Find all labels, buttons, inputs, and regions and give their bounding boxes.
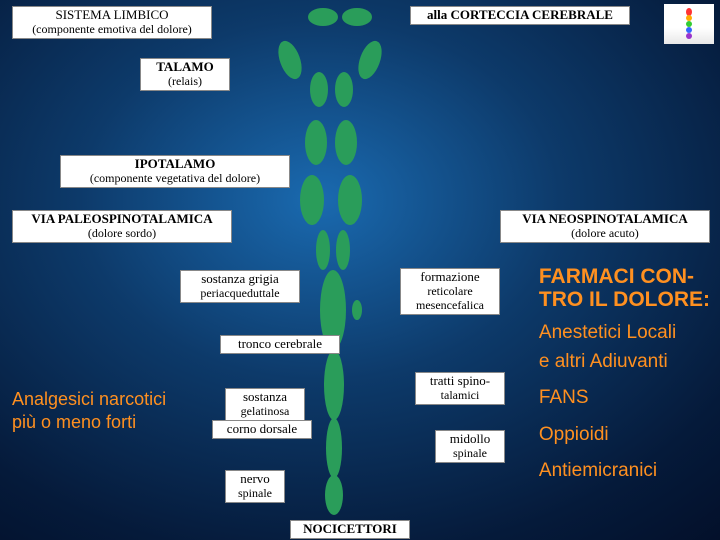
label-ipotalamo-sub: (componente vegetativa del dolore) [67, 172, 283, 186]
brain-shape-6 [305, 120, 327, 165]
analgesic-line1: Analgesici narcotici [12, 388, 166, 411]
brain-shape-15 [326, 418, 342, 478]
label-limbico: SISTEMA LIMBICO(componente emotiva del d… [12, 6, 212, 39]
drug-title: FARMACI CON- TRO IL DOLORE: [539, 265, 710, 311]
label-limbico-sub: (componente emotiva del dolore) [19, 23, 205, 37]
label-talamo-title: TALAMO [147, 60, 223, 75]
label-tronco: tronco cerebrale [220, 335, 340, 354]
brain-shape-3 [354, 38, 386, 82]
label-corteccia-title: alla CORTECCIA CEREBRALE [417, 8, 623, 23]
brain-shape-2 [274, 38, 306, 82]
brain-shape-8 [300, 175, 324, 225]
brain-shape-5 [335, 72, 353, 107]
label-tratti: tratti spino-talamici [415, 372, 505, 405]
brain-shape-11 [336, 230, 350, 270]
label-nervo-sub: spinale [232, 487, 278, 501]
label-limbico-title: SISTEMA LIMBICO [19, 8, 205, 23]
label-corteccia: alla CORTECCIA CEREBRALE [410, 6, 630, 25]
drug-item-4: Antiemicranici [539, 457, 710, 486]
label-talamo-sub: (relais) [147, 75, 223, 89]
label-grigia-title: sostanza grigia [187, 272, 293, 287]
brain-shape-10 [316, 230, 330, 270]
brain-shape-14 [324, 350, 344, 420]
label-reticolare-sub: reticolare [407, 285, 493, 299]
label-midollo-title: midollo [442, 432, 498, 447]
label-reticolare: formazionereticolaremesencefalica [400, 268, 500, 315]
label-reticolare-title: formazione [407, 270, 493, 285]
drug-item-1: e altri Adiuvanti [539, 348, 710, 377]
label-ipotalamo-title: IPOTALAMO [67, 157, 283, 172]
label-noci-title: NOCICETTORI [297, 522, 403, 537]
drug-item-2: FANS [539, 384, 710, 413]
label-neo-title: VIA NEOSPINOTALAMICA [507, 212, 703, 227]
label-corno-title: corno dorsale [219, 422, 305, 437]
drug-item-3: Oppioidi [539, 421, 710, 450]
label-midollo-sub: spinale [442, 447, 498, 461]
label-paleo-sub: (dolore sordo) [19, 227, 225, 241]
analgesic-line2: più o meno forti [12, 411, 166, 434]
label-tratti-title: tratti spino- [422, 374, 498, 389]
label-corno: corno dorsale [212, 420, 312, 439]
analgesic-text: Analgesici narcotici più o meno forti [12, 388, 166, 435]
brain-shape-16 [325, 475, 343, 515]
brain-shape-4 [310, 72, 328, 107]
brain-shape-7 [335, 120, 357, 165]
brain-shape-13 [352, 300, 362, 320]
label-nervo: nervospinale [225, 470, 285, 503]
thumbnail-icon [664, 4, 714, 44]
brain-shape-1 [342, 8, 372, 26]
drug-item-0: Anestetici Locali [539, 319, 710, 348]
brain-shape-0 [308, 8, 338, 26]
brain-shape-9 [338, 175, 362, 225]
label-paleo-title: VIA PALEOSPINOTALAMICA [19, 212, 225, 227]
label-tratti-sub: talamici [422, 389, 498, 403]
label-grigia: sostanza grigiaperiacqueduttale [180, 270, 300, 303]
label-ipotalamo: IPOTALAMO(componente vegetativa del dolo… [60, 155, 290, 188]
label-gelatinosa-title: sostanza [232, 390, 298, 405]
label-talamo: TALAMO(relais) [140, 58, 230, 91]
label-gelatinosa-sub: gelatinosa [232, 405, 298, 419]
drug-list: FARMACI CON- TRO IL DOLORE: Anestetici L… [539, 265, 710, 486]
label-paleo: VIA PALEOSPINOTALAMICA(dolore sordo) [12, 210, 232, 243]
label-midollo: midollospinale [435, 430, 505, 463]
label-gelatinosa: sostanzagelatinosa [225, 388, 305, 421]
label-reticolare-sub2: mesencefalica [407, 299, 493, 313]
label-neo: VIA NEOSPINOTALAMICA(dolore acuto) [500, 210, 710, 243]
label-noci: NOCICETTORI [290, 520, 410, 539]
label-neo-sub: (dolore acuto) [507, 227, 703, 241]
label-tronco-title: tronco cerebrale [227, 337, 333, 352]
label-grigia-sub: periacqueduttale [187, 287, 293, 301]
label-nervo-title: nervo [232, 472, 278, 487]
